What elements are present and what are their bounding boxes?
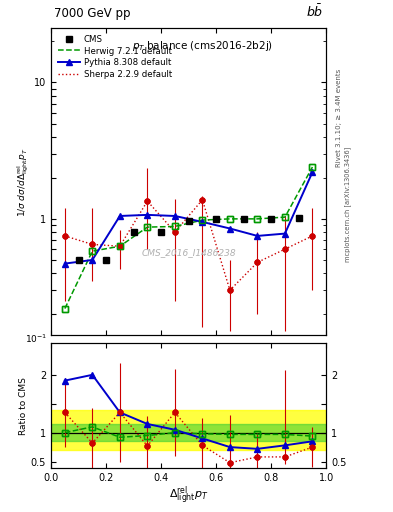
- Sherpa 2.2.9 default: [310, 233, 315, 239]
- Pythia 8.308 default: [283, 230, 287, 237]
- Pythia 8.308 default: [62, 261, 67, 267]
- Line: Sherpa 2.2.9 default: Sherpa 2.2.9 default: [65, 200, 312, 290]
- Sherpa 2.2.9 default: [173, 229, 177, 235]
- CMS: [241, 216, 246, 222]
- Herwig 7.2.1 default: [62, 306, 67, 312]
- Herwig 7.2.1 default: [255, 216, 260, 222]
- Y-axis label: Ratio to CMS: Ratio to CMS: [19, 377, 28, 435]
- Pythia 8.308 default: [118, 213, 122, 219]
- Sherpa 2.2.9 default: [145, 198, 150, 204]
- Sherpa 2.2.9 default: [118, 243, 122, 249]
- Pythia 8.308 default: [200, 219, 205, 225]
- Herwig 7.2.1 default: [90, 248, 95, 254]
- Sherpa 2.2.9 default: [228, 287, 232, 293]
- Y-axis label: $1/\sigma\;d\sigma/d\Delta_{\rm light}^{\rm rel}p_T^{\;}$: $1/\sigma\;d\sigma/d\Delta_{\rm light}^{…: [16, 147, 31, 217]
- Text: $p_T\;$balance$\;$(cms2016-2b2j): $p_T\;$balance$\;$(cms2016-2b2j): [132, 39, 273, 53]
- CMS: [214, 216, 219, 222]
- Line: Herwig 7.2.1 default: Herwig 7.2.1 default: [65, 167, 312, 309]
- Text: $b\bar{b}$: $b\bar{b}$: [306, 4, 323, 20]
- Herwig 7.2.1 default: [283, 214, 287, 220]
- Herwig 7.2.1 default: [118, 243, 122, 249]
- Sherpa 2.2.9 default: [62, 233, 67, 239]
- Sherpa 2.2.9 default: [255, 259, 260, 265]
- Text: $10^{-1}$: $10^{-1}$: [25, 333, 47, 346]
- Text: CMS_2016_I1486238: CMS_2016_I1486238: [141, 248, 236, 257]
- X-axis label: $\Delta_{\rm light}^{\rm rel}p_T$: $\Delta_{\rm light}^{\rm rel}p_T$: [169, 485, 208, 507]
- Pythia 8.308 default: [228, 225, 232, 231]
- CMS: [159, 229, 163, 235]
- CMS: [186, 218, 191, 224]
- CMS: [296, 215, 301, 221]
- Legend: CMS, Herwig 7.2.1 default, Pythia 8.308 default, Sherpa 2.2.9 default: CMS, Herwig 7.2.1 default, Pythia 8.308 …: [55, 32, 174, 81]
- Line: Pythia 8.308 default: Pythia 8.308 default: [62, 169, 316, 267]
- Line: CMS: CMS: [75, 215, 302, 263]
- Herwig 7.2.1 default: [228, 216, 232, 222]
- Text: Rivet 3.1.10; ≥ 3.4M events: Rivet 3.1.10; ≥ 3.4M events: [336, 69, 342, 167]
- Pythia 8.308 default: [173, 213, 177, 219]
- Herwig 7.2.1 default: [310, 164, 315, 170]
- CMS: [76, 257, 81, 263]
- Herwig 7.2.1 default: [145, 224, 150, 230]
- CMS: [104, 257, 108, 263]
- Text: mcplots.cern.ch [arXiv:1306.3436]: mcplots.cern.ch [arXiv:1306.3436]: [344, 147, 351, 263]
- Pythia 8.308 default: [145, 212, 150, 218]
- Bar: [51, 410, 326, 450]
- Pythia 8.308 default: [310, 169, 315, 175]
- Bar: [51, 424, 326, 441]
- Sherpa 2.2.9 default: [90, 241, 95, 247]
- Text: 7000 GeV pp: 7000 GeV pp: [54, 8, 130, 20]
- Pythia 8.308 default: [90, 257, 95, 263]
- Sherpa 2.2.9 default: [283, 246, 287, 252]
- CMS: [131, 229, 136, 235]
- CMS: [269, 216, 274, 222]
- Herwig 7.2.1 default: [173, 223, 177, 229]
- Sherpa 2.2.9 default: [200, 197, 205, 203]
- Pythia 8.308 default: [255, 233, 260, 239]
- Herwig 7.2.1 default: [200, 217, 205, 223]
